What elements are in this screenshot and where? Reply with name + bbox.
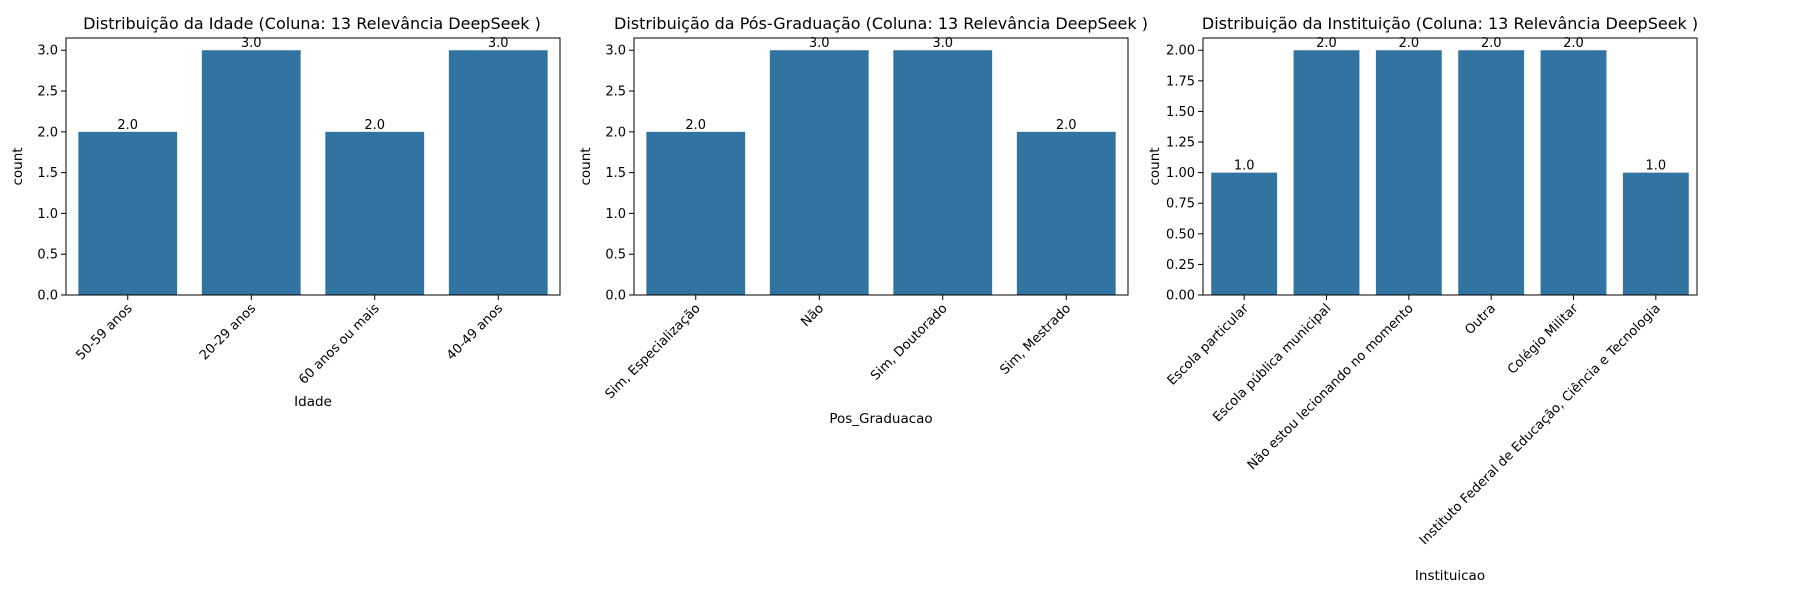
y-tick-label: 1.00	[1166, 166, 1195, 181]
data-label-3: 2.0	[364, 118, 385, 133]
x-tick-label-5: Colégio Militar	[1505, 301, 1582, 378]
y-tick-label: 2.5	[605, 85, 626, 100]
data-label-4: 3.0	[488, 36, 509, 51]
x-axis-label: Pos_Graduacao	[829, 411, 932, 427]
y-tick-label: 0.00	[1166, 289, 1195, 304]
bar-5	[1540, 50, 1607, 295]
y-tick-label: 0.50	[1166, 227, 1195, 242]
y-tick-label: 2.00	[1166, 44, 1195, 59]
y-tick-label: 1.50	[1166, 105, 1195, 120]
y-tick-label: 3.0	[605, 44, 626, 59]
data-label-1: 2.0	[685, 118, 706, 133]
data-label-4: 2.0	[1481, 36, 1502, 51]
chart-title: Distribuição da Instituição (Coluna: 13 …	[1202, 14, 1698, 33]
y-axis-label: count	[1147, 147, 1163, 185]
plot-frame	[1202, 37, 1698, 296]
x-tick-label-1: Sim, Especialização	[603, 301, 704, 402]
bar-1	[78, 131, 178, 295]
chart-title: Distribuição da Idade (Coluna: 13 Relevâ…	[83, 14, 541, 33]
data-label-3: 3.0	[932, 36, 953, 51]
y-tick-label: 1.75	[1166, 74, 1195, 89]
data-label-2: 2.0	[1316, 36, 1337, 51]
bar-3	[325, 131, 425, 295]
x-tick-label-2: 20-29 anos	[197, 301, 259, 363]
bar-2	[769, 50, 869, 295]
y-tick-label: 0.0	[37, 289, 58, 304]
chart-title: Distribuição da Pós-Graduação (Coluna: 1…	[614, 14, 1148, 33]
y-tick-label: 1.0	[605, 207, 626, 222]
y-tick-label: 1.5	[605, 166, 626, 181]
data-label-2: 3.0	[241, 36, 262, 51]
y-tick-label: 0.75	[1166, 197, 1195, 212]
x-tick-label-1: 50-59 anos	[73, 301, 135, 363]
bar-1	[646, 131, 746, 295]
y-axis-label: count	[10, 147, 26, 185]
x-tick-label-4: 40-49 anos	[444, 301, 506, 363]
y-tick-label: 0.25	[1166, 258, 1195, 273]
bar-3	[1375, 50, 1442, 295]
y-tick-label: 1.5	[37, 166, 58, 181]
y-tick-label: 2.0	[37, 125, 58, 140]
plot-frame	[65, 37, 561, 296]
chart-panel-1: 2.0 3.0 2.0 3.0 0.0 0.5 1.0 1.5 2.0 2.5 3.0 50-59 a…	[10, 14, 561, 410]
data-label-3: 2.0	[1398, 36, 1419, 51]
y-tick-label: 2.0	[605, 125, 626, 140]
bar-3	[893, 50, 993, 295]
data-label-6: 1.0	[1645, 159, 1666, 174]
data-label-2: 3.0	[809, 36, 830, 51]
bar-4	[1458, 50, 1525, 295]
x-axis-label: Idade	[294, 394, 332, 410]
y-tick-label: 1.25	[1166, 136, 1195, 151]
y-tick-label: 2.5	[37, 85, 58, 100]
bar-2	[1293, 50, 1360, 295]
x-tick-label-3: 60 anos ou mais	[296, 301, 382, 387]
data-label-4: 2.0	[1056, 118, 1077, 133]
y-axis-label: count	[578, 147, 594, 185]
y-tick-label: 0.5	[605, 248, 626, 263]
bar-4	[1016, 131, 1116, 295]
chart-panel-2: 2.0 3.0 3.0 2.0 0.0 0.5 1.0 1.5 2.0 2.5 3.0 Sim, Es…	[578, 14, 1148, 427]
x-axis-label: Instituicao	[1415, 568, 1485, 584]
y-tick-label: 1.0	[37, 207, 58, 222]
x-tick-label-2: Não	[798, 301, 827, 330]
y-tick-label: 0.0	[605, 289, 626, 304]
x-tick-label-4: Sim, Mestrado	[997, 301, 1074, 378]
x-tick-label-1: Escola particular	[1165, 301, 1253, 389]
data-label-5: 2.0	[1563, 36, 1584, 51]
data-label-1: 1.0	[1234, 159, 1255, 174]
plot-frame	[633, 37, 1129, 296]
bar-2	[201, 50, 301, 295]
x-tick-label-3: Não estou lecionando no momento	[1245, 301, 1417, 473]
bar-1	[1211, 172, 1278, 295]
bar-4	[448, 50, 548, 295]
y-tick-label: 0.5	[37, 248, 58, 263]
y-tick-label: 3.0	[37, 44, 58, 59]
chart-panel-3: 1.0 2.0 2.0 2.0 2.0 1.0 0.00 0.25 0.50 0.75 1.00 1.…	[1147, 14, 1698, 584]
x-tick-label-4: Outra	[1462, 301, 1499, 338]
x-tick-label-3: Sim, Doutorado	[868, 301, 950, 383]
data-label-1: 2.0	[117, 118, 138, 133]
bar-6	[1622, 172, 1689, 295]
